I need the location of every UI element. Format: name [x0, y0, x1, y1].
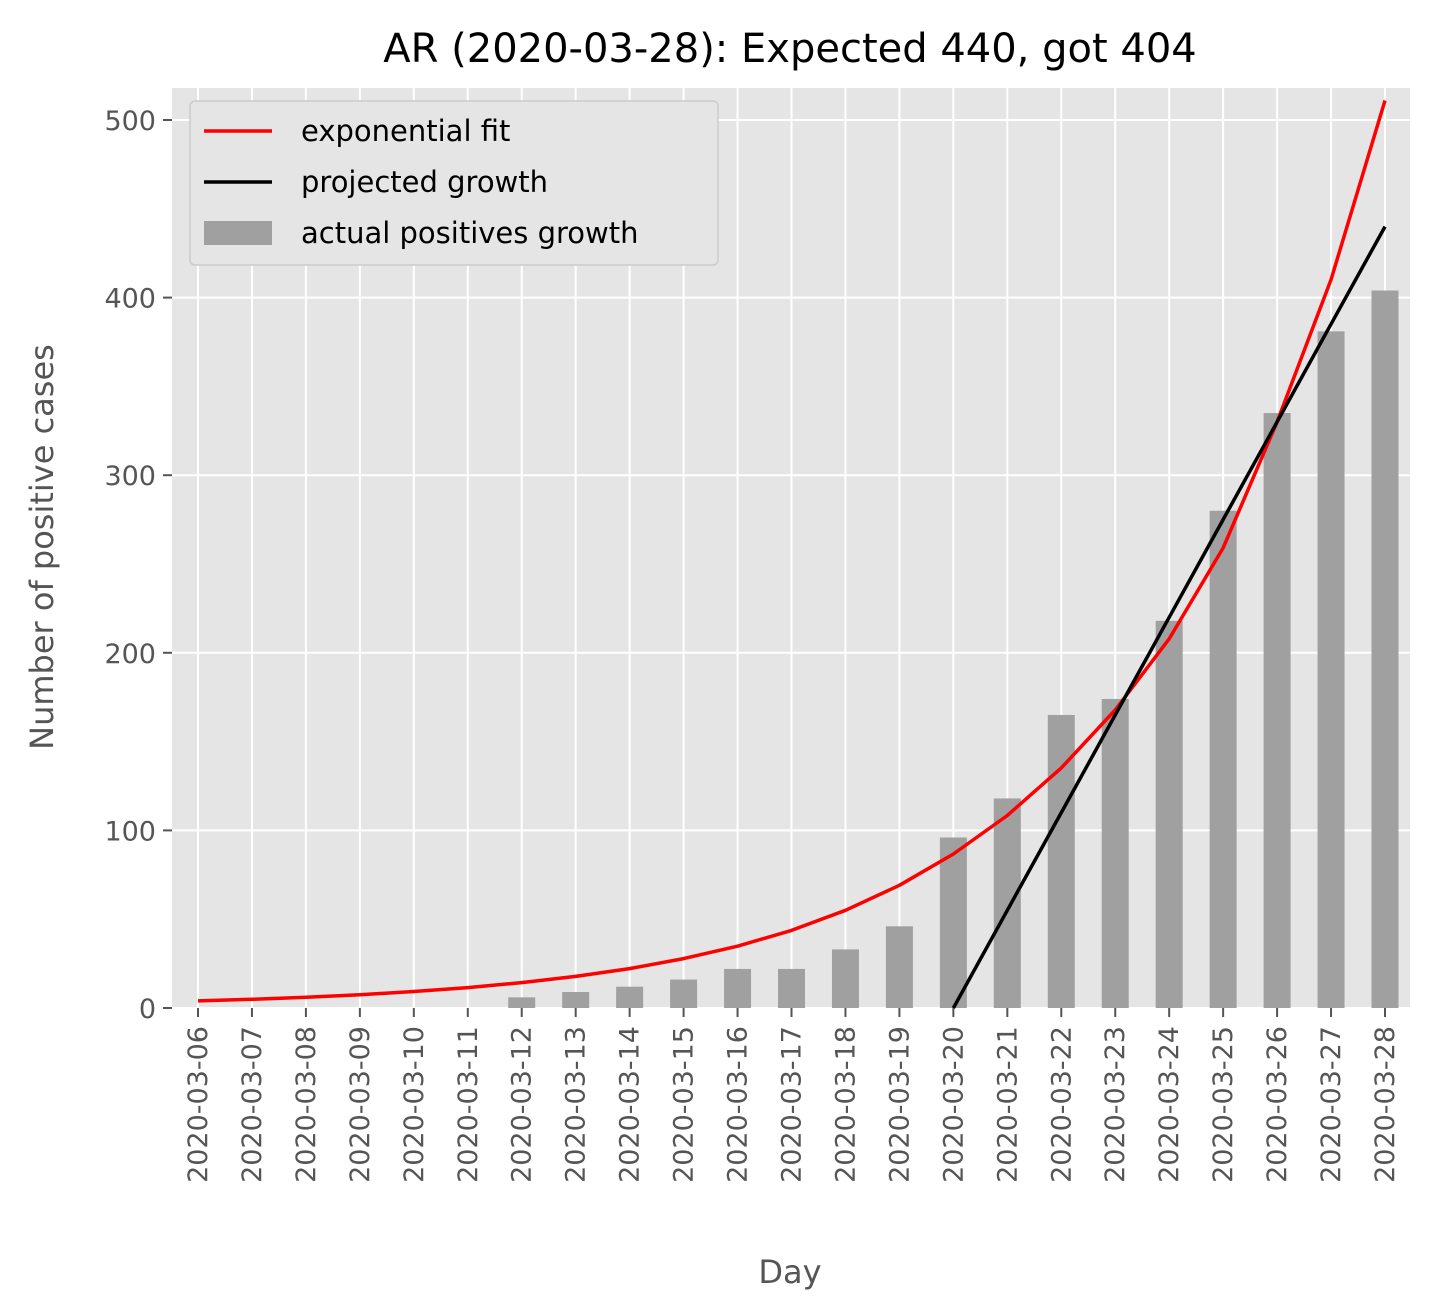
x-tick-label: 2020-03-22: [1046, 1026, 1077, 1183]
x-tick-label: 2020-03-19: [884, 1026, 915, 1183]
x-tick-label: 2020-03-24: [1154, 1026, 1185, 1183]
x-tick-label: 2020-03-25: [1208, 1026, 1239, 1183]
x-tick-label: 2020-03-20: [938, 1026, 969, 1183]
y-tick-label: 100: [104, 816, 156, 847]
legend: exponential fit projected growth actual po…: [189, 100, 719, 266]
x-tick-label: 2020-03-21: [992, 1026, 1023, 1183]
legend-box: [189, 100, 719, 266]
x-tick-label: 2020-03-23: [1100, 1026, 1131, 1183]
y-axis-title: Number of positive cases: [23, 344, 61, 750]
x-tick-label: 2020-03-07: [237, 1026, 268, 1183]
x-tick-label: 2020-03-13: [561, 1026, 592, 1183]
bar-2020-03-12: [508, 997, 536, 1008]
legend-label: projected growth: [301, 165, 548, 199]
x-tick-label: 2020-03-09: [345, 1026, 376, 1183]
bar-2020-03-22: [1047, 714, 1075, 1008]
x-tick-label: 2020-03-17: [777, 1026, 808, 1183]
bar-2020-03-13: [562, 992, 590, 1008]
x-tick-label: 2020-03-10: [399, 1026, 430, 1183]
y-tick-label: 400: [104, 284, 156, 315]
chart-title: AR (2020-03-28): Expected 440, got 404: [383, 26, 1196, 72]
bar-2020-03-28: [1371, 290, 1399, 1009]
legend-swatch: [204, 221, 272, 245]
exponential-fit-line: [197, 99, 1387, 1003]
x-tick-label: 2020-03-12: [507, 1026, 538, 1183]
bar-2020-03-26: [1263, 413, 1291, 1008]
bar-2020-03-23: [1101, 698, 1129, 1008]
x-tick-label: 2020-03-27: [1316, 1026, 1347, 1183]
legend-label: exponential fit: [301, 114, 510, 148]
legend-label: actual positives growth: [301, 216, 639, 250]
x-axis-title: Day: [758, 1253, 821, 1291]
bar-2020-03-27: [1317, 331, 1345, 1008]
bar-2020-03-19: [885, 926, 913, 1008]
y-tick-label: 300: [104, 461, 156, 492]
x-tick-label: 2020-03-16: [723, 1026, 754, 1183]
x-tick-label: 2020-03-14: [615, 1026, 646, 1183]
x-tick-label: 2020-03-08: [291, 1026, 322, 1183]
bar-2020-03-14: [616, 986, 644, 1008]
x-axis: 2020-03-06 2020-03-07 2020-03-08 2020-03-09…: [183, 1008, 1401, 1183]
bar-2020-03-15: [670, 979, 698, 1008]
x-tick-label: 2020-03-28: [1370, 1026, 1401, 1183]
bar-2020-03-17: [778, 968, 805, 1008]
x-tick-label: 2020-03-26: [1262, 1026, 1293, 1183]
bar-2020-03-24: [1155, 620, 1183, 1008]
y-tick-label: 0: [139, 994, 156, 1025]
x-tick-label: 2020-03-11: [453, 1026, 484, 1183]
y-tick-label: 500: [104, 106, 156, 137]
y-tick-label: 200: [104, 639, 156, 670]
line-series: [197, 99, 1387, 1009]
bar-2020-03-25: [1209, 510, 1237, 1008]
bar-series: [508, 290, 1399, 1009]
bar-2020-03-21: [993, 798, 1021, 1008]
y-axis: 0 100 200 300 400 500: [104, 106, 172, 1025]
x-tick-label: 2020-03-15: [669, 1026, 700, 1183]
bar-2020-03-20: [939, 837, 967, 1008]
bar-2020-03-16: [724, 968, 752, 1008]
x-tick-label: 2020-03-18: [830, 1026, 861, 1183]
projected-growth-line: [951, 225, 1387, 1009]
x-tick-label: 2020-03-06: [183, 1026, 214, 1183]
bar-2020-03-18: [831, 949, 859, 1008]
